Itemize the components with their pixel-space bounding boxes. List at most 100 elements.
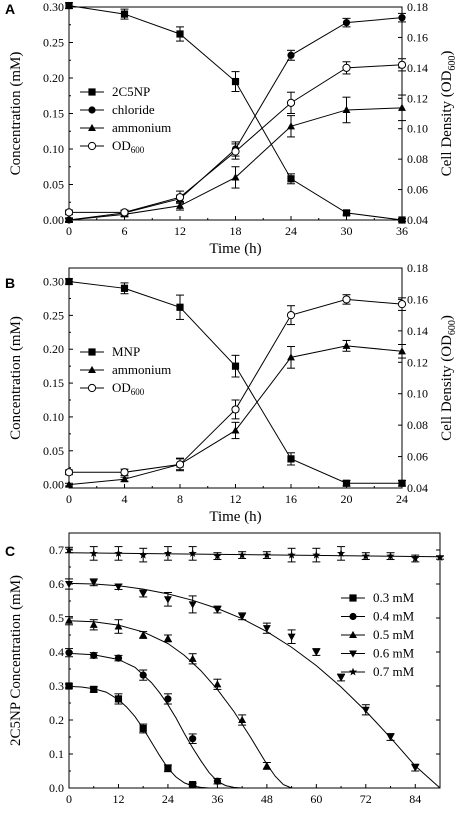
data-point [139,724,147,733]
data-point [342,63,351,72]
data-point [139,671,147,679]
y2-tick-label: 0.16 [407,30,428,44]
legend-entry: 2C5NP [80,84,150,99]
series-0-4-mm [65,648,243,789]
data-point [231,77,240,86]
data-point [139,590,148,598]
data-point [89,549,98,557]
data-point [397,300,407,309]
legend-entry: 0.5 mM [341,627,415,642]
series-0-3-mm [65,682,210,789]
y-axis-label: 2C5NP Concentration (mM) [8,575,24,746]
y2-tick-label: 0.08 [407,418,428,432]
data-point [213,606,222,614]
data-point [411,764,420,772]
x-tick-label: 0 [66,224,72,238]
y2-tick-label: 0.16 [407,292,428,306]
data-point [64,468,74,477]
data-point [435,553,445,561]
legend-label: 0.3 mM [373,590,415,605]
y-axis-label: Concentration (mM) [8,316,24,440]
data-point [65,616,73,624]
y-tick-label: 0.05 [43,178,64,192]
data-point [114,654,123,662]
series-line [68,17,403,221]
data-point [64,208,74,217]
y2-tick-label: 0.04 [407,481,428,495]
y2-tick-label: 0.14 [407,324,428,338]
data-point [120,284,129,292]
data-point [386,733,395,742]
legend-marker [349,650,357,658]
data-point [65,580,73,589]
panel-letter: C [5,543,15,559]
series-0-7-mm [64,545,445,563]
x-tick-label: 84 [409,792,421,806]
data-point [342,479,351,487]
y2-tick-label: 0.14 [407,61,428,75]
legend-label: 0.7 mM [373,664,415,679]
y-tick-label: 0.20 [43,342,64,356]
x-tick-label: 0 [66,492,72,506]
data-point [342,105,351,114]
x-tick-label: 72 [360,792,372,806]
y2-tick-label: 0.04 [407,213,428,227]
y-tick-label: 0.15 [43,376,64,390]
data-point [397,60,407,69]
data-point [286,311,296,320]
data-point [114,622,123,630]
legend-marker [88,365,96,374]
y2-tick-label: 0.08 [407,152,428,166]
y-tick-label: 0.4 [49,645,64,659]
x-tick-label: 16 [285,492,297,506]
data-point [175,460,185,469]
data-point [287,122,295,130]
legend-label: ammonium [112,362,171,377]
legend-marker [87,383,97,393]
data-point [312,648,321,657]
y-tick-label: 0.10 [43,142,64,156]
data-point [262,550,271,559]
data-point [238,715,247,724]
y-tick-label: 0.20 [43,71,64,85]
series-od600 [64,294,407,477]
y-tick-label: 0.05 [43,444,64,458]
series-2c5np [65,1,406,224]
panel-b: B 0 4 8 12 16 20 24 0.00 0.05 0.10 0.15 0.20 0.25 0.30… [5,261,458,525]
data-point [90,685,98,693]
y-tick-label: 0.10 [43,410,64,424]
series-line [68,652,243,789]
data-point [189,781,197,789]
data-point [163,596,172,604]
legend-entry: OD600 [80,138,145,155]
x-tick-label: 12 [174,224,186,238]
data-point [176,303,184,311]
legend-marker [349,630,357,639]
data-point [398,103,406,111]
y-tick-label: 0.0 [49,781,64,795]
legend-marker [88,123,96,132]
series-ammonium [65,339,406,488]
data-point [342,19,351,27]
y-tick-label: 0.1 [49,747,64,761]
series-chloride [65,12,406,224]
data-point [213,777,221,785]
data-point [65,649,73,657]
x-axis-label: Time (h) [209,509,261,525]
legend-marker [88,106,96,114]
data-point [188,549,197,557]
data-point [120,10,129,18]
plot-frame [68,267,403,489]
x-tick-label: 0 [66,792,72,806]
data-point [65,682,73,690]
data-point [176,30,184,38]
x-tick-label: 60 [310,792,322,806]
x-tick-label: 24 [162,792,174,806]
data-point [213,551,222,560]
panel-a: A 0 6 12 18 24 30 36 0.00 0.05 0.10 0.15 0.20 0.25 0.3… [5,0,458,257]
data-point [287,550,296,559]
y-tick-label: 0.25 [43,308,64,322]
legend-label: 0.4 mM [373,609,415,624]
